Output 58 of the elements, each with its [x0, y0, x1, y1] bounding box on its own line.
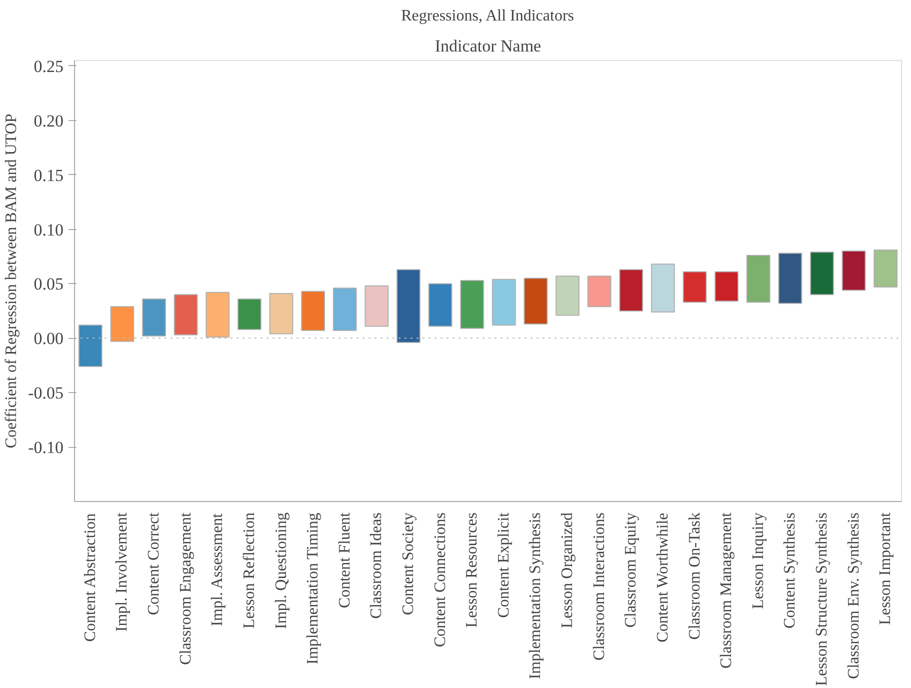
bar: [619, 269, 644, 312]
bar: [587, 276, 612, 308]
x-tick-label: Impl. Involvement: [114, 512, 131, 632]
x-tick-label: Classroom Equity: [622, 512, 640, 628]
y-tick-label: 0.15: [34, 166, 64, 185]
x-tick-label: Content Society: [400, 512, 417, 616]
bar: [460, 280, 484, 329]
bar: [174, 294, 198, 336]
bar: [746, 254, 770, 303]
x-tick-label: Content Correct: [146, 512, 163, 616]
bar: [556, 276, 580, 316]
y-axis-title: Coefficient of Regression between BAM and UTOP: [3, 114, 20, 448]
bar: [332, 288, 357, 332]
y-tick-label: 0.00: [34, 329, 64, 348]
x-tick-label: Content Abstraction: [82, 513, 99, 642]
y-tick-label: 0.20: [34, 111, 64, 130]
bar: [237, 298, 262, 330]
bar: [524, 278, 548, 325]
x-tick-label: Classroom Ideas: [368, 512, 386, 619]
x-tick-label: Content Worthwhile: [654, 512, 672, 642]
y-tick-label: -0.10: [28, 438, 64, 458]
x-tick-label: Impl. Questioning: [272, 512, 290, 629]
x-tick-label: Content Explicit: [495, 512, 512, 618]
x-tick-label: Implementation Timing: [304, 512, 322, 664]
bar: [842, 250, 866, 291]
x-tick-label: Content Synthesis: [782, 512, 799, 629]
y-tick-label: -0.05: [28, 384, 64, 403]
bar: [714, 271, 739, 302]
x-tick-label: Lesson Reflection: [240, 512, 258, 628]
bar: [874, 249, 898, 288]
bar: [269, 293, 294, 334]
x-tick-label: Lesson Inquiry: [750, 512, 767, 609]
bar: [492, 278, 516, 326]
bar: [650, 264, 675, 313]
x-tick-label: Classroom On-Task: [686, 512, 704, 640]
bar: [682, 271, 707, 303]
bar: [301, 290, 326, 332]
x-tick-label: Impl. Assessment: [209, 512, 226, 626]
y-tick-label: 0.05: [34, 274, 64, 294]
x-tick-label: Implementation Synthesis: [527, 512, 544, 680]
x-tick-label: Content Fluent: [336, 512, 354, 608]
x-tick-label: Lesson Resources: [464, 512, 481, 628]
y-tick-label: 0.25: [34, 56, 64, 76]
bar: [810, 252, 834, 296]
x-tick-label: Lesson Organized: [559, 512, 576, 628]
x-tick-label: Lesson Structure Synthesis: [813, 512, 830, 686]
chart-subtitle: Indicator Name: [434, 36, 542, 56]
bar: [364, 285, 389, 327]
x-tick-label: Classroom Engagement: [177, 512, 194, 665]
chart-title: Regressions, All Indicators: [401, 8, 574, 24]
x-tick-label: Content Connections: [432, 512, 449, 648]
x-tick-label: Lesson Important: [877, 512, 894, 625]
x-tick-label: Classroom Env. Synthesis: [845, 512, 862, 680]
y-tick-label: 0.10: [34, 220, 64, 240]
bar: [778, 252, 802, 304]
x-tick-label: Classroom Management: [718, 512, 736, 668]
x-tick-label: Classroom Interactions: [590, 512, 608, 660]
bar: [428, 283, 452, 327]
